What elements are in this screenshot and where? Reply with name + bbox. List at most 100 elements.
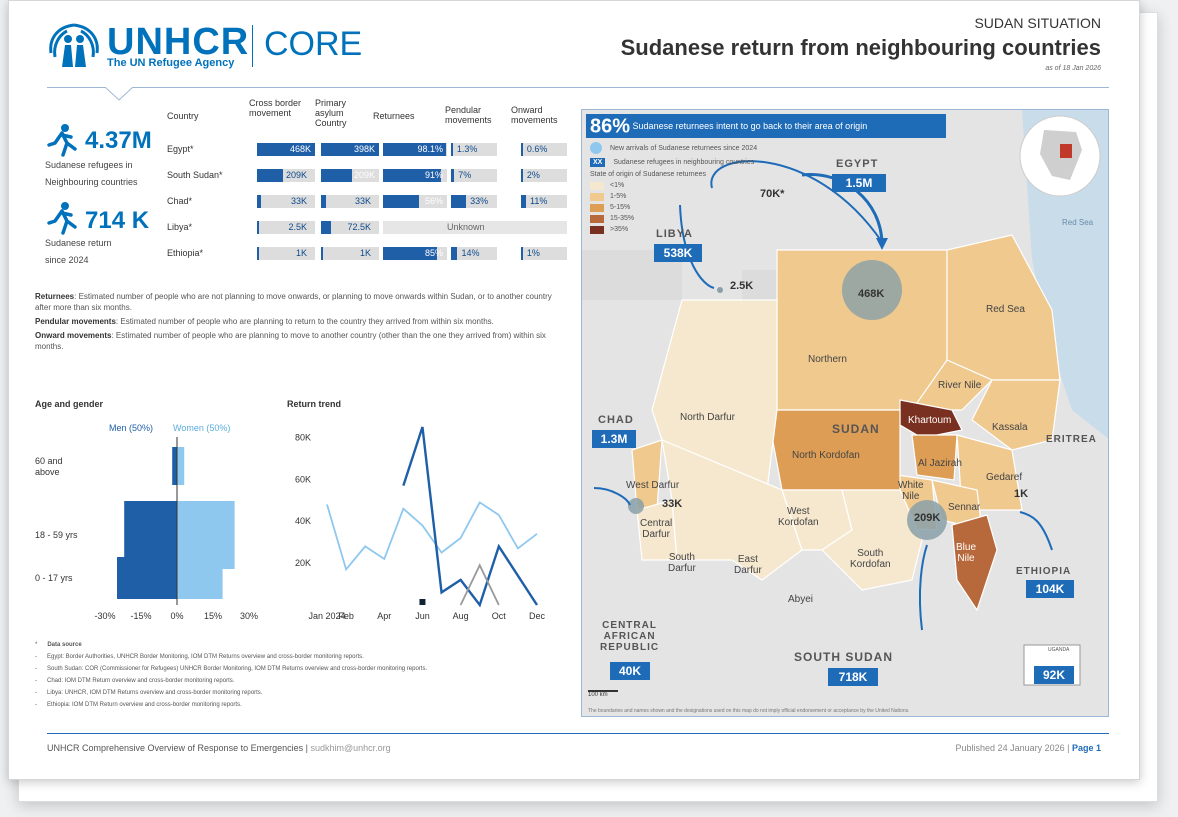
- region-label: North Darfur: [680, 412, 736, 423]
- region-label: White Nile: [898, 480, 924, 502]
- trend-x-tick: Jan 2024: [308, 611, 345, 621]
- libya-flow-label: 2.5K: [730, 280, 754, 292]
- men-legend: Men (50%): [109, 423, 154, 433]
- footer-divider: [47, 733, 1109, 734]
- table-cell-cross: 1K: [257, 247, 315, 260]
- table-cell-value: 1K: [359, 248, 371, 258]
- table-cell-pendular: 7%: [451, 169, 497, 182]
- egypt-flow-label: 70K*: [760, 188, 785, 200]
- table-cell-pendular: 33%: [451, 195, 497, 208]
- age-group-label-2: above: [35, 467, 60, 477]
- legend-swatch: [590, 214, 604, 223]
- sudan-map: 86% Sudanese returnees intent to go back…: [581, 109, 1109, 717]
- scale-bar: 100 km: [588, 690, 618, 698]
- table-cell-value: 468K: [289, 144, 311, 154]
- map-legend: New arrivals of Sudanese returnees since…: [590, 142, 820, 235]
- egypt-circle-label: 468K: [858, 288, 885, 300]
- kpi-refugees-value: 4.37M: [85, 127, 152, 154]
- egypt-flow-arrow: [710, 160, 883, 243]
- legend-class: <1%: [590, 180, 820, 191]
- libya-arrivals-circle: [717, 287, 723, 293]
- trend-x-tick: Dec: [529, 611, 546, 621]
- trend-y-tick: 20K: [295, 558, 311, 568]
- kpi-refugees-label-2: Neighbouring countries: [45, 177, 138, 187]
- definitions: Returnees: Estimated number of people wh…: [35, 291, 555, 352]
- table-bar-fill: [383, 195, 419, 208]
- table-bar-fill: [257, 169, 284, 182]
- table-cell-value: 1.3%: [456, 144, 478, 154]
- table-cell-cross: 209K: [257, 169, 315, 182]
- table-cell-country: Ethiopia*: [167, 248, 204, 258]
- table-cell-onward: 11%: [521, 195, 567, 208]
- table-header-onward: Onward movements: [511, 105, 558, 125]
- kpi-return-value: 714 K: [85, 207, 150, 234]
- table-cell-unknown: Unknown: [383, 221, 567, 234]
- age-group-label: 60 and: [35, 456, 63, 466]
- table-bar-fill: [257, 247, 260, 260]
- table-bar-fill: [451, 247, 458, 260]
- logo-separator: [252, 25, 253, 67]
- table-bar-fill: [451, 143, 453, 156]
- region-label: South Darfur: [668, 552, 696, 574]
- table-cell-cross: 468K: [257, 143, 315, 156]
- footer-email[interactable]: sudkhim@unhcr.org: [310, 743, 391, 753]
- table-cell-country: Libya*: [167, 222, 193, 232]
- uganda-refugees-box: 92K: [1034, 666, 1074, 684]
- page-number: Page 1: [1071, 743, 1101, 753]
- map-disclaimer: The boundaries and names shown and the d…: [588, 708, 910, 714]
- legend-swatch: [590, 203, 604, 212]
- chad-arrivals-circle: [628, 498, 644, 514]
- runner-icon: [47, 124, 77, 157]
- chad-label: CHAD: [598, 414, 634, 426]
- table-cell-value: 56%: [424, 196, 443, 206]
- legend-class-label: 5-15%: [610, 204, 631, 211]
- kpi-return-label-2: since 2024: [45, 255, 89, 265]
- table-cell-pendular: 1.3%: [451, 143, 497, 156]
- egypt-arrivals-circle: [842, 260, 902, 320]
- kpi-refugees-label-1: Sudanese refugees in: [45, 160, 133, 170]
- red-sea-sea-label: Red Sea: [1062, 218, 1094, 227]
- south-sudan-label: SOUTH SUDAN: [794, 650, 894, 664]
- table-cell-primary: 72.5K: [321, 221, 379, 234]
- trend-line-2026: [459, 563, 500, 606]
- table-cell-country: South Sudan*: [167, 170, 223, 180]
- table-cell-value: 2.5K: [288, 222, 307, 232]
- table-cell-value: 33K: [354, 196, 371, 206]
- trend-marker: [419, 599, 426, 605]
- pyramid-tick-label: 30%: [240, 611, 258, 619]
- egypt-label: EGYPT: [836, 158, 879, 170]
- table-cell-value: 209K: [285, 170, 307, 180]
- region-label: West Darfur: [626, 480, 680, 491]
- region-label: Kassala: [992, 422, 1028, 433]
- trend-x-tick: Apr: [377, 611, 391, 621]
- source-libya: - Libya: UNHCR, IOM DTM Returns overview…: [35, 690, 263, 696]
- region-label: North Kordofan: [792, 450, 860, 461]
- legend-class: >35%: [590, 224, 820, 235]
- south-sudan-arrivals-circle: [907, 500, 947, 540]
- table-header-returnees: Returnees: [373, 111, 415, 121]
- table-cell-value: 209K: [353, 170, 375, 180]
- age-group-label: 18 - 59 yrs: [35, 530, 78, 540]
- table-cell-cross: 2.5K: [257, 221, 315, 234]
- table-cell-value: 2%: [526, 170, 540, 180]
- region-label: Red Sea: [986, 304, 1025, 315]
- age-group-label: 0 - 17 yrs: [35, 573, 73, 583]
- header-divider: [47, 87, 1109, 88]
- footer-right: Published 24 January 2026 | Page 1: [955, 743, 1101, 753]
- legend-swatch: [590, 181, 604, 190]
- ethiopia-flow-label: 1K: [1014, 488, 1029, 500]
- libya-label: LIBYA: [656, 228, 693, 240]
- situation-label: SUDAN SITUATION: [974, 15, 1101, 31]
- map-canvas: [582, 110, 1108, 716]
- trend-line-2024: [326, 501, 538, 572]
- ethiopia-label: ETHIOPIA: [1016, 566, 1072, 577]
- legend-class: 15-35%: [590, 213, 820, 224]
- headline-banner: 86% Sudanese returnees intent to go back…: [586, 114, 946, 138]
- sudan-label: SUDAN: [832, 422, 880, 436]
- legend-swatch: [590, 225, 604, 234]
- men-bar: [172, 447, 177, 485]
- table-cell-returnees: 85%: [383, 247, 447, 260]
- table-cell-value: 85%: [424, 248, 443, 258]
- table-cell-returnees: 98.1%: [383, 143, 447, 156]
